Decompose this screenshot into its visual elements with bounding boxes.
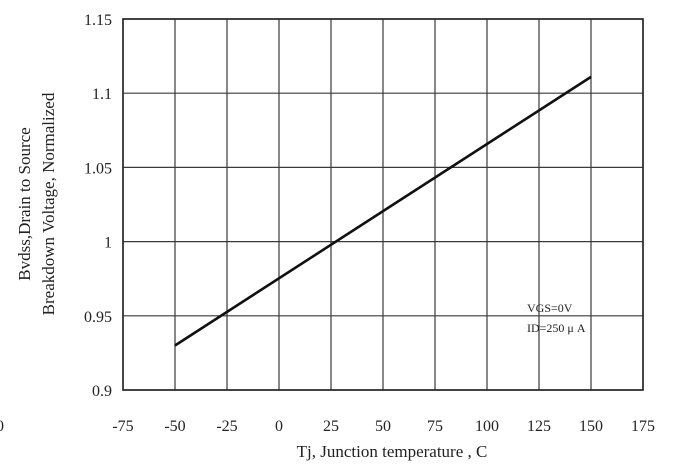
series-line [174,75,592,347]
x-tick-label: 0 [275,418,283,435]
x-tick-labels: -75 -50 -25 0 25 50 75 100 125 150 175 [112,418,655,435]
x-tick-label: -25 [216,418,237,435]
x-tick-label: -50 [164,418,185,435]
x-tick-label: 25 [323,418,339,435]
y-tick-label: 0.95 [84,309,112,326]
y-tick-label: 1 [104,235,112,252]
x-axis-title: Tj, Junction temperature , C [297,442,488,461]
x-tick-label: 100 [475,418,499,435]
y-tick-label: 1.05 [84,160,112,177]
x-tick-label: 175 [631,418,655,435]
x-tick-label: -75 [112,418,133,435]
y-tick-label: 1.1 [92,86,112,103]
y-tick-label: 1.15 [84,12,112,29]
y-axis-title-line1: Bvdss,Drain to Source [15,127,34,280]
y-tick-label: 0.9 [92,383,112,400]
annotation-id: ID=250 μ A [527,321,586,335]
x-tick-label: 75 [427,418,443,435]
series-layer [174,75,592,347]
stray-left-label: 0 [0,418,4,435]
y-tick-labels: 0.9 0.95 1 1.05 1.1 1.15 [84,12,112,400]
y-axis-title-line2: Breakdown Voltage, Normalized [39,92,58,315]
annotation-vgs: VGS=0V [527,301,573,315]
x-tick-label: 150 [579,418,603,435]
plot-area-frame [122,18,644,391]
x-tick-label: 125 [527,418,551,435]
x-tick-label: 50 [375,418,391,435]
